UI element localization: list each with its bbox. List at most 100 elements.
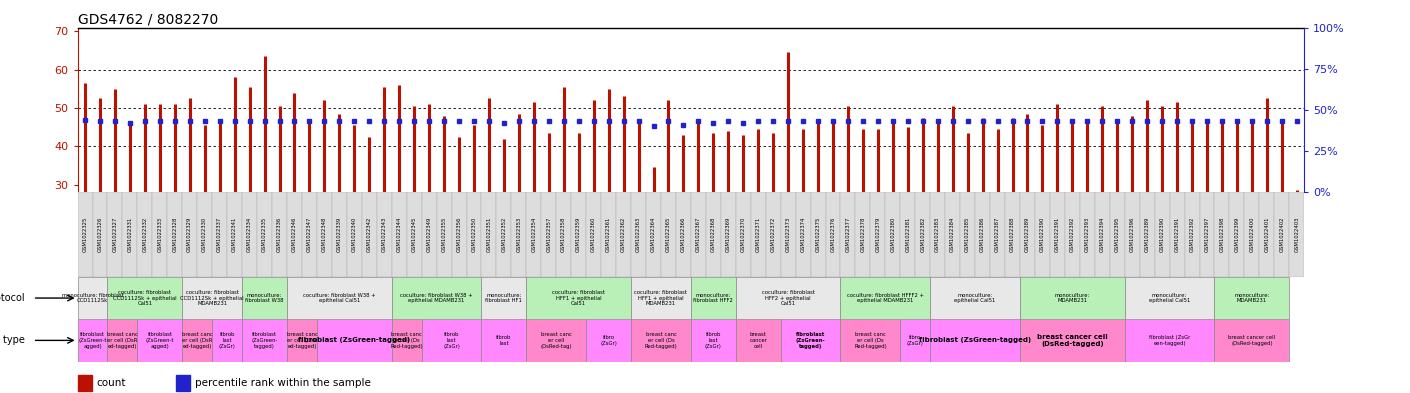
Bar — [1275, 192, 1289, 277]
Bar — [706, 192, 721, 277]
Text: GSM1022388: GSM1022388 — [1010, 217, 1015, 252]
Bar — [182, 277, 243, 319]
Text: percentile rank within the sample: percentile rank within the sample — [195, 378, 371, 388]
Bar — [646, 192, 661, 277]
Bar — [811, 192, 825, 277]
Text: GSM1022330: GSM1022330 — [202, 217, 207, 252]
Text: coculture: fibroblast W38 +
epithelial MDAMB231: coculture: fibroblast W38 + epithelial M… — [400, 293, 472, 303]
Text: coculture: fibroblast
CCD1112Sk + epithelial
MDAMB231: coculture: fibroblast CCD1112Sk + epithe… — [180, 290, 244, 306]
Text: GSM1022349: GSM1022349 — [427, 217, 431, 252]
Text: fibrob
last
(ZsGr): fibrob last (ZsGr) — [705, 332, 722, 349]
Text: GSM1022377: GSM1022377 — [846, 217, 850, 252]
Text: GSM1022362: GSM1022362 — [620, 217, 626, 252]
Bar — [526, 319, 587, 362]
Bar — [990, 192, 1005, 277]
Text: monoculture:
MDAMB231: monoculture: MDAMB231 — [1055, 293, 1090, 303]
Bar — [931, 319, 1019, 362]
Text: GSM1022391: GSM1022391 — [1175, 217, 1180, 252]
Bar — [347, 192, 362, 277]
Bar — [422, 192, 437, 277]
Text: GSM1022337: GSM1022337 — [217, 217, 223, 252]
Bar — [1050, 192, 1065, 277]
Bar — [931, 277, 1019, 319]
Text: GSM1022325: GSM1022325 — [83, 217, 87, 252]
Text: GSM1022402: GSM1022402 — [1279, 217, 1285, 252]
Bar — [781, 192, 795, 277]
Bar — [406, 192, 422, 277]
Bar — [1170, 192, 1184, 277]
Text: fibroblast
(ZsGreen-
tagged): fibroblast (ZsGreen- tagged) — [251, 332, 278, 349]
Text: fibrob
last: fibrob last — [496, 335, 512, 346]
Bar — [571, 192, 587, 277]
Text: coculture: fibroblast
HFF2 + epithelial
Cal51: coculture: fibroblast HFF2 + epithelial … — [761, 290, 815, 306]
Text: GSM1022401: GSM1022401 — [1265, 217, 1269, 252]
Bar — [1094, 192, 1110, 277]
Bar — [1139, 192, 1155, 277]
Bar — [107, 319, 137, 362]
Text: GSM1022344: GSM1022344 — [396, 217, 402, 252]
Bar — [243, 277, 288, 319]
Text: fibrob
last
(ZsGr): fibrob last (ZsGr) — [443, 332, 460, 349]
Text: GSM1022391: GSM1022391 — [1055, 217, 1060, 252]
Text: count: count — [96, 378, 125, 388]
Bar — [392, 277, 481, 319]
Bar — [1110, 192, 1125, 277]
Bar — [317, 192, 331, 277]
Text: GSM1022336: GSM1022336 — [276, 217, 282, 252]
Bar — [1035, 192, 1050, 277]
Bar — [392, 319, 422, 362]
Bar — [840, 192, 856, 277]
Bar — [212, 192, 227, 277]
Text: breast cancer cell
(DsRed-tagged): breast cancer cell (DsRed-tagged) — [1228, 335, 1276, 346]
Text: GSM1022403: GSM1022403 — [1294, 217, 1299, 252]
Bar — [825, 192, 840, 277]
Text: GSM1022375: GSM1022375 — [815, 217, 821, 252]
Bar — [721, 192, 736, 277]
Text: GSM1022346: GSM1022346 — [292, 217, 298, 252]
Bar — [168, 192, 182, 277]
Bar — [795, 192, 811, 277]
Text: breast canc
er cell (Ds
Red-tagged): breast canc er cell (Ds Red-tagged) — [644, 332, 677, 349]
Bar — [885, 192, 901, 277]
Text: monoculture: fibroblast
CCD1112Sk: monoculture: fibroblast CCD1112Sk — [62, 293, 124, 303]
Text: GSM1022373: GSM1022373 — [785, 217, 791, 252]
Text: GSM1022356: GSM1022356 — [457, 217, 461, 252]
Bar — [107, 277, 182, 319]
Bar — [1019, 319, 1125, 362]
Bar — [481, 319, 526, 362]
Text: GSM1022390: GSM1022390 — [1041, 217, 1045, 252]
Bar — [766, 192, 781, 277]
Bar — [1200, 192, 1214, 277]
Bar — [422, 319, 481, 362]
Bar — [1125, 277, 1214, 319]
Bar — [736, 319, 781, 362]
Bar — [152, 192, 168, 277]
Text: breast canc
er cell (DsR
ed-tagged): breast canc er cell (DsR ed-tagged) — [107, 332, 138, 349]
Text: GSM1022400: GSM1022400 — [1249, 217, 1255, 252]
Bar — [587, 192, 601, 277]
Text: GSM1022350: GSM1022350 — [471, 217, 477, 252]
Bar — [123, 192, 137, 277]
Bar — [78, 277, 107, 319]
Bar — [632, 277, 691, 319]
Bar — [616, 192, 632, 277]
Text: fibroblast
(ZsGreen-t
agged): fibroblast (ZsGreen-t agged) — [145, 332, 173, 349]
Text: GSM1022398: GSM1022398 — [1220, 217, 1224, 252]
Text: coculture: fibroblast
HFF1 + epithelial
Cal51: coculture: fibroblast HFF1 + epithelial … — [553, 290, 605, 306]
Bar — [481, 192, 496, 277]
Bar — [212, 319, 243, 362]
Text: GSM1022340: GSM1022340 — [352, 217, 357, 252]
Text: GSM1022332: GSM1022332 — [142, 217, 148, 252]
Bar — [512, 192, 526, 277]
Bar — [1230, 192, 1245, 277]
Bar — [107, 192, 123, 277]
Bar — [901, 319, 931, 362]
Text: GSM1022379: GSM1022379 — [876, 217, 880, 252]
Bar — [243, 319, 288, 362]
Bar — [78, 192, 93, 277]
Bar — [288, 319, 317, 362]
Bar — [840, 319, 901, 362]
Bar — [856, 192, 870, 277]
Text: fibroblast (ZsGreen-tagged): fibroblast (ZsGreen-tagged) — [299, 337, 410, 343]
Bar — [1245, 192, 1259, 277]
